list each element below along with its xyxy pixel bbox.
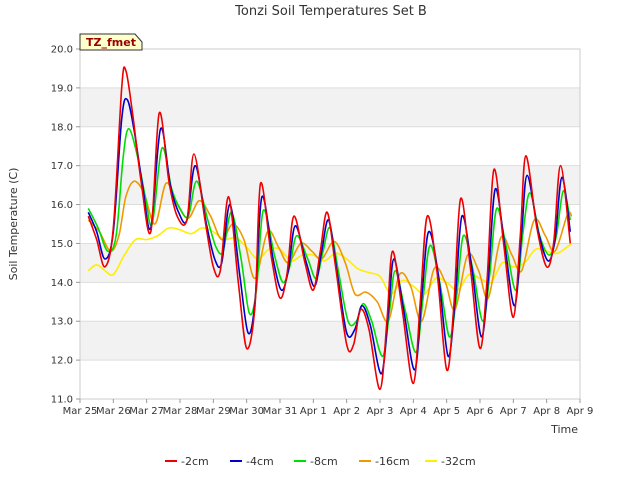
x-tick-label: Apr 3 (367, 406, 394, 417)
x-tick-label: Mar 27 (129, 406, 164, 417)
x-tick-label: Apr 8 (533, 406, 560, 417)
grid-band (80, 165, 580, 205)
y-axis-label: Soil Temperature (C) (7, 168, 20, 281)
site-badge-box (79, 33, 143, 51)
grid-band (80, 87, 580, 127)
y-axis: 11.0 12.0 13.0 14.0 15.0 16.0 17.0 18.0 19.0 20.0 (51, 45, 80, 406)
site-badge: TZ_fmet (79, 33, 143, 51)
legend-label-2cmcm: -2cm (181, 455, 209, 468)
x-tick-label: Apr 4 (400, 406, 427, 417)
y-tick-label: 11.0 (51, 395, 73, 406)
x-tick-label: Mar 30 (229, 406, 264, 417)
chart-title: Tonzi Soil Temperatures Set B (234, 4, 427, 19)
x-tick-label: Apr 6 (467, 406, 494, 417)
series-lines (87, 66, 573, 391)
y-tick-label: 16.0 (51, 200, 73, 211)
x-tick-label: Mar 31 (263, 406, 298, 417)
y-tick-label: 15.0 (51, 239, 73, 250)
legend-label-8cmcm: -8cm (310, 455, 338, 468)
site-badge-label: TZ_fmet (86, 36, 136, 49)
y-tick-label: 18.0 (51, 122, 73, 133)
legend-label-4cmcm: -4cm (246, 455, 274, 468)
x-axis-label: Time (550, 423, 578, 436)
x-tick-label: Mar 28 (163, 406, 198, 417)
x-tick-label: Mar 25 (63, 406, 98, 417)
x-tick-label: Mar 29 (196, 406, 231, 417)
legend-label-16cmcm: -16cm (375, 455, 410, 468)
x-tick-label: Apr 2 (333, 406, 360, 417)
x-tick-label: Apr 1 (300, 406, 327, 417)
grid-band (80, 321, 580, 361)
x-tick-label: Apr 9 (567, 406, 594, 417)
grid-band (80, 243, 580, 283)
y-tick-label: 14.0 (51, 278, 73, 289)
x-tick-label: Apr 5 (433, 406, 460, 417)
plot-area-border (79, 48, 581, 400)
y-tick-label: 19.0 (51, 83, 73, 94)
x-tick-label: Apr 7 (500, 406, 527, 417)
x-tick-label: Mar 26 (96, 406, 131, 417)
series-line-2cmcm (87, 66, 572, 391)
y-tick-label: 12.0 (51, 356, 73, 367)
y-tick-label: 13.0 (51, 317, 73, 328)
y-tick-label: 17.0 (51, 161, 73, 172)
series-line-16cmcm (87, 180, 573, 323)
y-tick-label: 20.0 (51, 45, 73, 56)
grid-bands (80, 87, 580, 361)
legend: -2cm -4cm -8cm -16cm -32cm (165, 455, 476, 468)
legend-label-32cmcm: -32cm (441, 455, 476, 468)
